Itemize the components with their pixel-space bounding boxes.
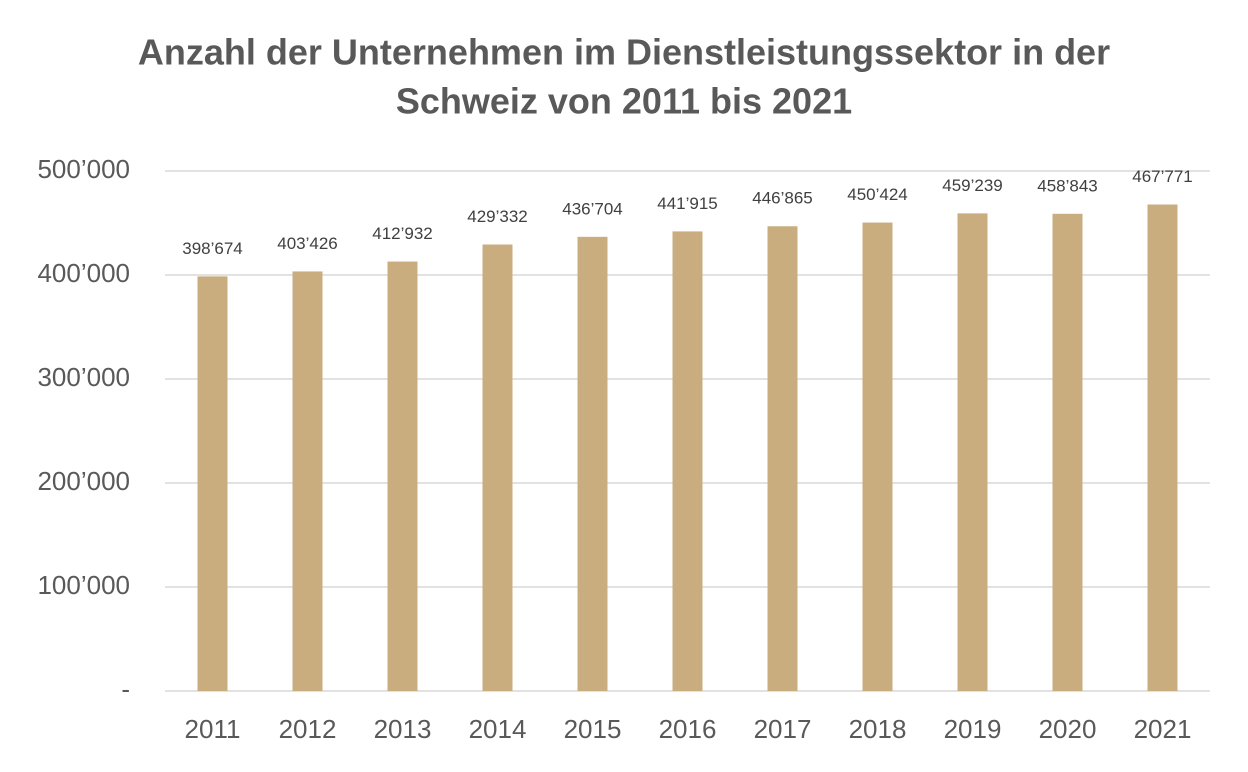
bar	[197, 276, 228, 691]
x-tick-label: 2021	[1134, 714, 1192, 744]
bar	[862, 222, 893, 692]
chart-title: Anzahl der Unternehmen im Dienstleistung…	[138, 32, 1110, 73]
x-tick-label: 2012	[279, 714, 337, 744]
y-tick-label: 500’000	[37, 154, 130, 184]
value-label: 458’843	[1037, 176, 1098, 195]
y-tick-label: 400’000	[37, 258, 130, 288]
x-tick-label: 2017	[754, 714, 812, 744]
bar	[767, 226, 798, 691]
value-label: 459’239	[942, 176, 1003, 195]
y-tick-label: 100’000	[37, 570, 130, 600]
chart-title: Schweiz von 2011 bis 2021	[396, 81, 852, 122]
value-label: 429’332	[467, 207, 528, 226]
value-label: 467’771	[1132, 167, 1193, 186]
bar	[957, 213, 988, 692]
value-label: 412’932	[372, 224, 433, 243]
bar	[292, 271, 323, 691]
value-label: 450’424	[847, 185, 908, 204]
value-label: 398’674	[182, 239, 243, 258]
x-tick-label: 2014	[469, 714, 527, 744]
x-tick-label: 2015	[564, 714, 622, 744]
value-label: 446’865	[752, 189, 813, 208]
bar	[577, 236, 608, 692]
bar	[1052, 213, 1083, 691]
y-tick-label: 300’000	[37, 362, 130, 392]
y-tick-label: 200’000	[37, 466, 130, 496]
x-tick-label: 2018	[849, 714, 907, 744]
x-tick-label: 2020	[1039, 714, 1097, 744]
x-tick-label: 2013	[374, 714, 432, 744]
bar	[482, 244, 513, 691]
bar	[387, 261, 418, 691]
x-tick-label: 2011	[185, 714, 241, 744]
value-label: 436’704	[562, 199, 623, 218]
y-tick-label: -	[121, 674, 130, 704]
bar	[672, 231, 703, 692]
bar	[1147, 204, 1178, 691]
x-tick-label: 2019	[944, 714, 1002, 744]
x-tick-label: 2016	[659, 714, 717, 744]
value-label: 403’426	[277, 234, 338, 253]
value-label: 441’915	[657, 194, 718, 213]
